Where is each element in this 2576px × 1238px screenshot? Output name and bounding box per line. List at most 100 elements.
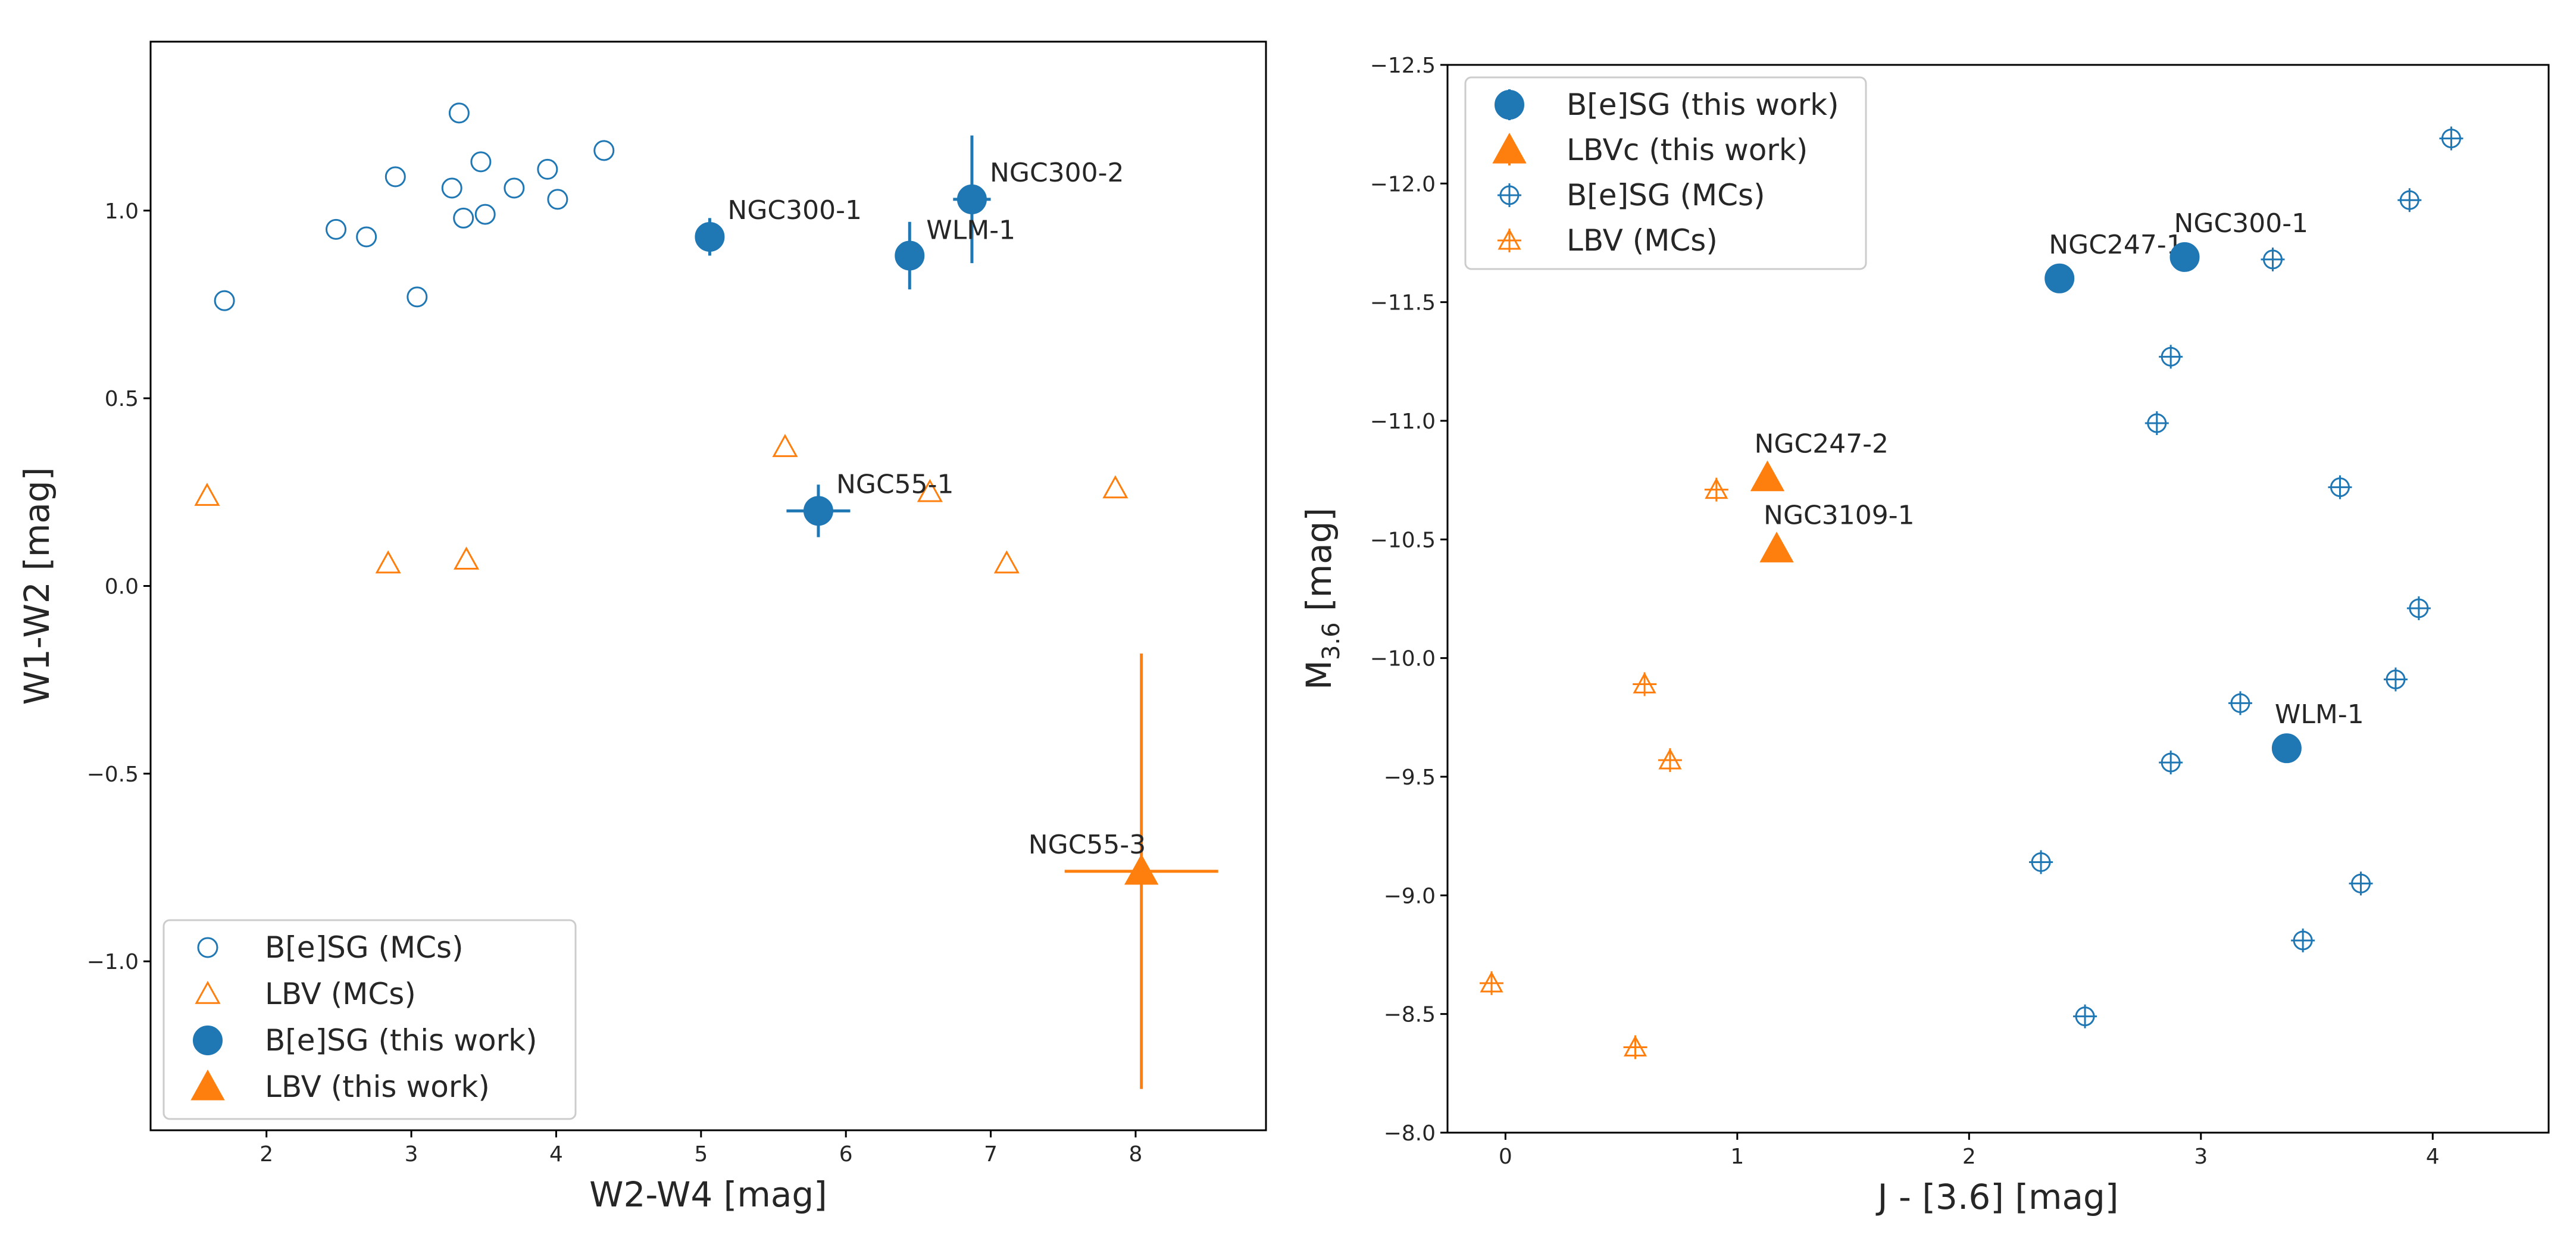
y-axis-label-sub: 3.6: [1318, 622, 1345, 660]
data-point: [407, 286, 428, 308]
data-point: [2144, 411, 2169, 435]
data-point: [2439, 126, 2464, 151]
data-point: [2159, 345, 2183, 369]
plot-frame: [1446, 64, 2550, 1134]
y-tick-label: −0.5: [87, 762, 139, 787]
data-point: [2228, 691, 2252, 715]
data-point: [504, 177, 525, 199]
x-axis-label: J - [3.6] [mag]: [1876, 1177, 2119, 1217]
data-point: [2328, 475, 2352, 499]
data-point: [895, 240, 925, 271]
data-point: [2383, 667, 2408, 692]
y-tick-label: −9.0: [1384, 884, 1436, 908]
data-point: [2029, 850, 2053, 874]
point-label: WLM-1: [2275, 699, 2364, 730]
point-label: NGC247-2: [1754, 429, 1889, 459]
data-point: [1480, 971, 1503, 995]
data-point: [772, 434, 798, 457]
legend: B[e]SG (this work) LBVc (this work) B[e]SG…: [1464, 76, 1867, 270]
data-point: [375, 550, 401, 574]
point-label: NGC300-2: [990, 158, 1124, 188]
legend-frame: [1464, 76, 1867, 270]
x-tick-label: 6: [839, 1142, 853, 1167]
x-tick-label: 8: [1129, 1142, 1143, 1167]
y-tick-label: −10.5: [1370, 528, 1436, 552]
point-label: NGC247-1: [2049, 230, 2183, 260]
y-tick-label: −12.5: [1370, 54, 1436, 78]
data-point: [2397, 188, 2422, 212]
y-axis-label-unit: [mag]: [1299, 508, 1339, 623]
legend-label: B[e]SG (this work): [265, 1023, 537, 1058]
legend-label: LBV (MCs): [265, 977, 416, 1011]
x-tick-label: 7: [984, 1142, 998, 1167]
data-point: [326, 218, 347, 240]
data-point: [917, 479, 943, 502]
data-point: [2291, 928, 2315, 953]
legend: B[e]SG (MCs) LBV (MCs) B[e]SG (this work) L…: [162, 919, 577, 1120]
data-point: [2349, 871, 2373, 896]
x-tick-label: 3: [405, 1142, 418, 1167]
y-tick-label: −11.0: [1370, 409, 1436, 434]
legend-label: LBV (MCs): [1567, 223, 1718, 258]
y-tick-label: −1.0: [87, 950, 139, 974]
data-point: [695, 221, 725, 252]
y-tick-label: −11.5: [1370, 291, 1436, 315]
data-point: [2044, 263, 2075, 293]
point-label: NGC300-1: [727, 195, 862, 226]
legend-frame: [162, 919, 577, 1120]
data-point: [2271, 733, 2302, 764]
legend-label: LBV (this work): [265, 1070, 490, 1104]
plot-data: NGC300-1 NGC300-2 WLM-1 NGC55-1 NGC55-3: [194, 102, 1218, 1089]
y-axis-label-main: M: [1299, 660, 1339, 690]
data-point: [593, 140, 615, 161]
data-point: [956, 184, 987, 214]
legend-marker: [190, 1069, 225, 1101]
x-tick-label: 2: [260, 1142, 273, 1167]
data-point: [453, 207, 474, 229]
data-point: [194, 483, 220, 506]
data-point: [2073, 1004, 2097, 1028]
legend-marker: [1498, 183, 1521, 207]
data-point: [1102, 475, 1128, 499]
y-axis-label: M3.6 [mag]: [1299, 508, 1345, 690]
legend-marker: [193, 1026, 223, 1055]
x-tick-label: 3: [2194, 1145, 2208, 1169]
data-point: [547, 189, 568, 210]
point-label: NGC55-3: [1028, 830, 1146, 860]
data-point: [470, 151, 492, 173]
data-point: [356, 226, 377, 248]
point-label: NGC55-1: [836, 469, 954, 499]
chart-panel-1: NGC300-1 NGC300-2 WLM-1 NGC55-1 NGC55-3 2 3 4 5 6…: [17, 40, 1267, 1215]
data-point: [214, 290, 235, 311]
legend-label: B[e]SG (this work): [1567, 87, 1839, 122]
data-point: [384, 166, 406, 187]
legend-marker: [1495, 90, 1524, 120]
x-tick-label: 0: [1499, 1145, 1512, 1169]
data-point: [454, 546, 480, 570]
y-tick-label: 0.5: [105, 387, 139, 411]
data-point: [474, 204, 496, 225]
data-point: [1658, 748, 1682, 773]
data-point: [1750, 460, 1785, 492]
legend-marker: [197, 937, 218, 958]
data-point: [537, 158, 558, 180]
y-axis-label: W1-W2 [mag]: [17, 467, 57, 705]
data-point: [2169, 242, 2200, 272]
data-point: [2406, 596, 2431, 620]
legend-marker: [1498, 228, 1521, 252]
data-point: [1759, 532, 1794, 562]
data-point: [441, 177, 462, 199]
point-label: NGC3109-1: [1764, 500, 1915, 530]
legend-label: B[e]SG (MCs): [265, 930, 464, 965]
y-tick-label: 0.0: [105, 575, 139, 599]
data-point: [448, 102, 470, 124]
y-tick-label: −10.0: [1370, 647, 1436, 671]
x-axis-label: W2-W4 [mag]: [589, 1174, 827, 1215]
data-point: [1124, 854, 1159, 885]
y-tick-label: 1.0: [105, 199, 139, 224]
data-point: [1623, 1035, 1647, 1059]
point-label: WLM-1: [926, 215, 1015, 245]
x-tick-label: 2: [1962, 1145, 1976, 1169]
